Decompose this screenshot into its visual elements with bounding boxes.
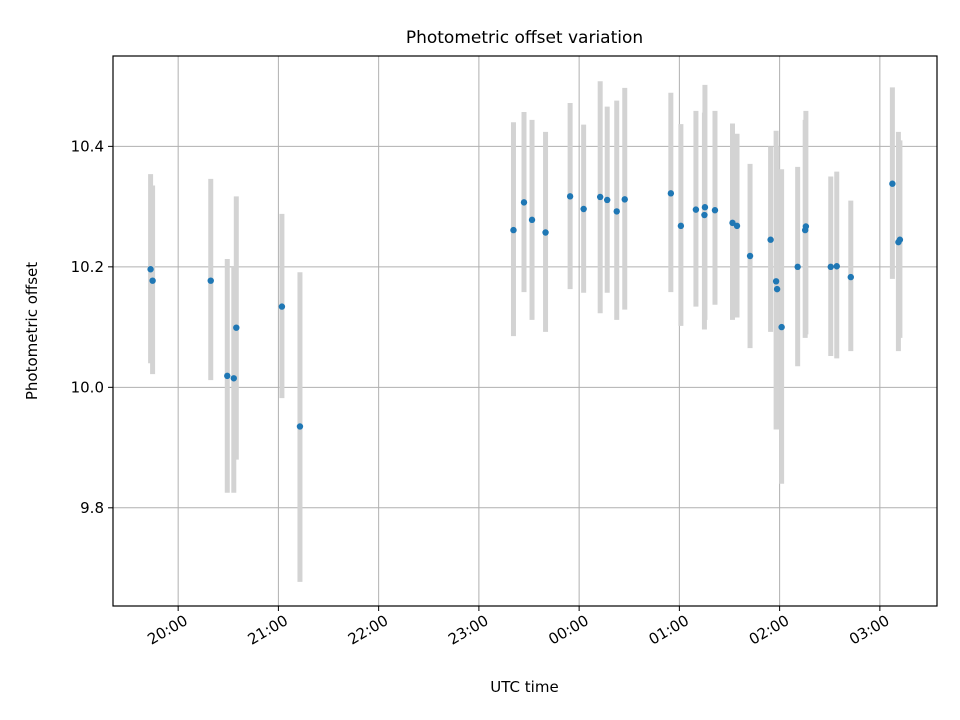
data-point [896, 236, 904, 243]
data-point [207, 277, 214, 284]
data-point [233, 324, 240, 331]
data-point [149, 277, 156, 284]
x-tick-label: 02:00 [746, 611, 792, 648]
data-point [528, 216, 536, 224]
data-point [729, 219, 736, 227]
x-tick-label: 22:00 [345, 611, 391, 648]
data-point [778, 323, 785, 331]
data-point [772, 278, 780, 285]
data-point [580, 205, 587, 213]
data-point [733, 222, 741, 230]
y-axis-label: Photometric offset [23, 262, 41, 400]
data-point [596, 193, 604, 201]
y-tick-label: 10.4 [71, 137, 104, 155]
data-point [847, 273, 854, 281]
x-axis-ticks: 20:00 21:00 22:00 23:00 00:00 01:00 02:00 03:00 [144, 606, 893, 649]
data-point [773, 285, 781, 293]
data-point [542, 229, 549, 236]
data-point [224, 372, 231, 380]
data-point [794, 263, 801, 271]
data-point [889, 180, 896, 187]
data-point [802, 223, 810, 230]
data-points [147, 180, 904, 430]
data-point [833, 263, 840, 270]
data-point [701, 211, 708, 219]
data-point [667, 190, 675, 197]
data-point [827, 263, 834, 271]
plot-area-frame [112, 55, 938, 607]
data-point [692, 206, 700, 213]
data-point [711, 207, 719, 214]
x-tick-label: 00:00 [545, 611, 591, 648]
error-bars [148, 81, 903, 582]
data-point [566, 193, 574, 200]
x-tick-label: 01:00 [646, 611, 692, 648]
data-point [701, 204, 709, 211]
data-point [520, 199, 528, 206]
data-point [677, 222, 685, 230]
data-point [230, 375, 237, 382]
y-tick-label: 9.8 [80, 499, 104, 517]
x-tick-label: 21:00 [245, 611, 291, 648]
data-point [296, 423, 304, 430]
chart-title: Photometric offset variation [406, 28, 643, 48]
y-axis-ticks: 9.8 10.0 10.2 10.4 [71, 137, 113, 517]
x-tick-label: 03:00 [846, 611, 892, 648]
data-point [510, 226, 517, 234]
y-tick-label: 10.0 [71, 378, 104, 396]
x-tick-label: 23:00 [445, 611, 491, 648]
data-point [147, 266, 154, 273]
data-point [613, 208, 620, 215]
data-point [746, 252, 754, 260]
data-point [603, 196, 611, 204]
data-point [621, 196, 628, 203]
data-point [278, 303, 286, 310]
data-point [767, 236, 774, 243]
x-tick-label: 20:00 [144, 611, 190, 648]
x-axis-label: UTC time [490, 678, 558, 696]
y-tick-label: 10.2 [71, 258, 104, 276]
